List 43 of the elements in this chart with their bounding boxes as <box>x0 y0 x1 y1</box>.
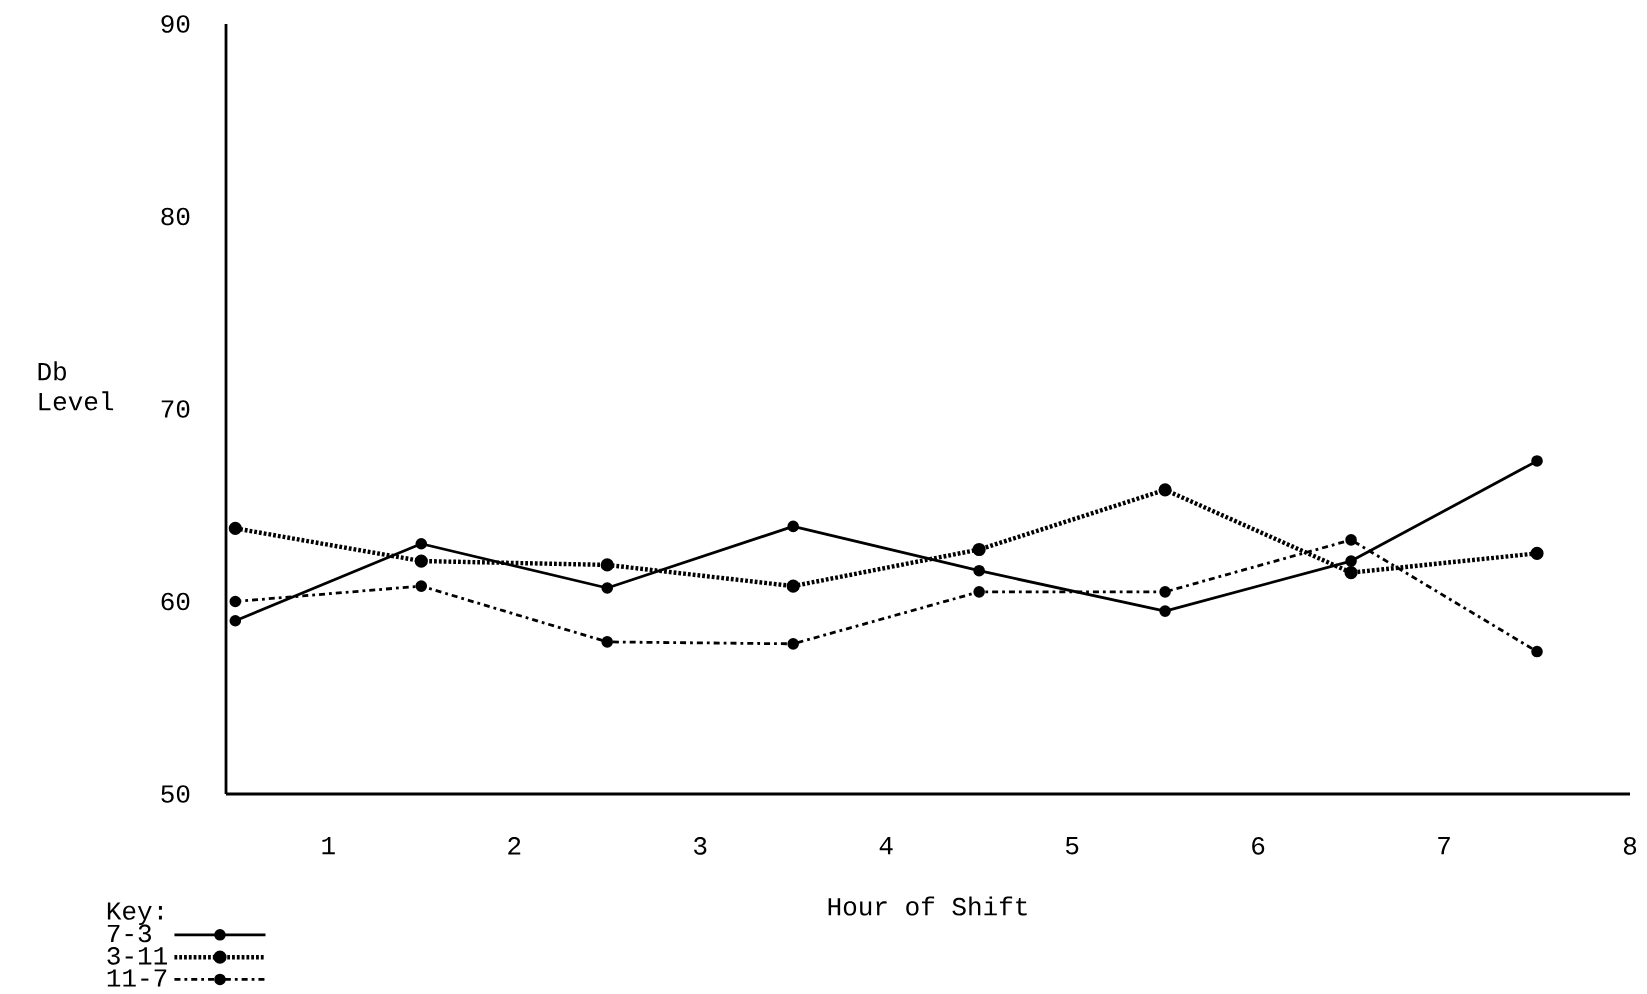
point <box>1345 555 1357 567</box>
point <box>414 554 428 568</box>
point <box>1158 483 1172 497</box>
x-tick-label: 1 <box>322 837 335 855</box>
point <box>1159 586 1171 598</box>
point <box>601 636 614 648</box>
point <box>600 558 614 572</box>
point <box>1344 566 1358 580</box>
point <box>415 580 428 592</box>
x-axis-title: Hour of Shift <box>828 896 1027 916</box>
legend-label: 11-7 <box>107 969 167 987</box>
point <box>1531 645 1543 658</box>
point <box>1530 546 1544 560</box>
point <box>972 542 986 557</box>
point <box>601 582 614 594</box>
point <box>1531 455 1543 467</box>
point <box>1345 534 1357 546</box>
point <box>415 537 428 550</box>
y-tick-label: 70 <box>161 400 190 418</box>
x-tick-label: 2 <box>508 837 521 855</box>
x-tick-label: 8 <box>1623 837 1637 855</box>
point <box>973 586 985 598</box>
point <box>973 564 985 577</box>
x-tick-label: 7 <box>1438 837 1450 855</box>
point <box>1159 605 1171 617</box>
legend-label: 7-3 <box>107 924 151 943</box>
point <box>228 521 242 535</box>
point <box>229 614 242 627</box>
legend-label: 3-11 <box>107 946 167 965</box>
legend-title: Key: <box>107 902 162 926</box>
x-tick-label: 4 <box>879 837 893 855</box>
y-tick-label: 50 <box>161 785 190 803</box>
x-tick-label: 3 <box>694 837 707 855</box>
point <box>229 595 242 608</box>
y-axis-title: Db Level <box>38 361 114 411</box>
point <box>787 520 799 533</box>
point <box>786 579 800 593</box>
point <box>787 638 799 650</box>
x-tick-label: 5 <box>1065 837 1079 855</box>
x-tick-label: 6 <box>1252 837 1265 855</box>
y-tick-label: 80 <box>161 207 190 226</box>
y-tick-label: 90 <box>161 15 190 33</box>
y-tick-label: 60 <box>161 592 190 611</box>
